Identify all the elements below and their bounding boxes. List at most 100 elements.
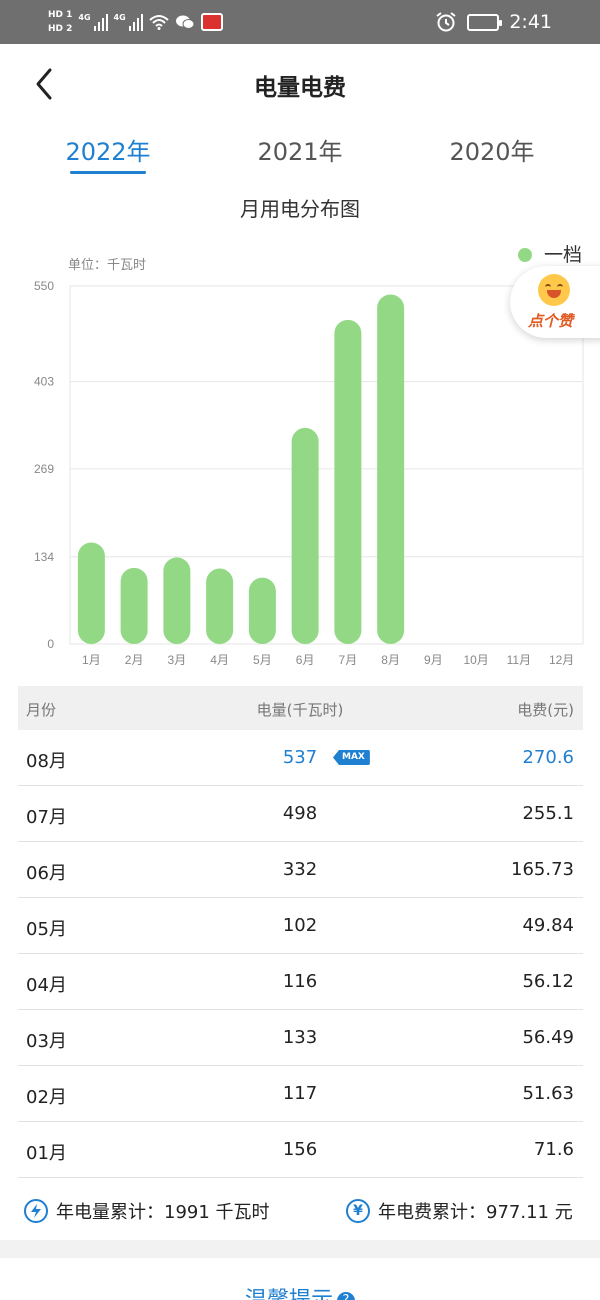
smile-icon [538, 274, 570, 306]
x-axis-ticks: 1月 2月 3月 4月 5月 6月 7月 8月 9月 10月 11月 12月 [82, 653, 574, 667]
unit-label: 单位：千瓦时 [68, 257, 146, 272]
status-left: HD 1 HD 2 4G 4G [48, 6, 223, 38]
row-kwh: 156 [282, 1139, 318, 1160]
row-fee: 56.12 [522, 971, 574, 992]
x-tick-label: 8月 [381, 653, 400, 667]
legend-label: 一档 [544, 244, 582, 266]
bar-6 [291, 427, 319, 644]
x-tick-label: 11月 [507, 653, 531, 667]
bars [77, 294, 405, 644]
table-row: 08月 537 270.6 MAX [18, 730, 583, 786]
status-bar: HD 1 HD 2 4G 4G 2:41 [0, 0, 600, 44]
row-fee: 56.49 [522, 1027, 574, 1048]
y-tick-label: 0 [47, 637, 54, 651]
chart-title: 月用电分布图 [240, 197, 360, 221]
header-kwh: 电量(千瓦时) [256, 701, 344, 719]
network-type-label: 4G [78, 13, 91, 22]
bar-8 [377, 294, 405, 644]
x-tick-label: 1月 [82, 653, 101, 667]
row-kwh: 332 [282, 859, 318, 880]
bar-3 [163, 557, 191, 644]
row-month: 06月 [26, 863, 67, 884]
tab-2020[interactable]: 2020年 [449, 138, 535, 166]
app-notification-icon [200, 13, 223, 31]
status-time: 2:41 [509, 11, 552, 33]
hd-indicator: HD 1 HD 2 [48, 8, 72, 36]
year-tabs: 2022年 2021年 2020年 [0, 124, 600, 184]
x-tick-label: 4月 [210, 653, 229, 667]
row-fee: 49.84 [522, 915, 574, 936]
like-label: 点个赞 [528, 312, 574, 330]
grid [69, 285, 584, 645]
x-tick-label: 6月 [296, 653, 315, 667]
row-fee: 165.73 [511, 859, 574, 880]
bar-4 [206, 568, 234, 644]
question-icon: ? [337, 1292, 355, 1300]
signal-icon: 4G [78, 13, 108, 31]
y-tick-label: 269 [34, 462, 54, 476]
annual-fee: ¥ 年电费累计：977.11 元 [346, 1198, 573, 1224]
active-tab-indicator [70, 171, 146, 174]
table-row: 07月 498 255.1 [18, 786, 583, 842]
hd2-label: HD 2 [48, 24, 73, 34]
network-type-label-2: 4G [113, 13, 126, 22]
row-kwh: 498 [282, 803, 318, 824]
legend-swatch [518, 248, 532, 262]
row-fee: 71.6 [533, 1139, 574, 1160]
row-month: 02月 [26, 1087, 67, 1108]
x-tick-label: 10月 [463, 653, 488, 667]
header-fee: 电费(元) [517, 701, 574, 719]
x-tick-label: 2月 [125, 653, 144, 667]
tab-2021[interactable]: 2021年 [257, 138, 343, 166]
table-row: 04月 116 56.12 [18, 954, 583, 1010]
wifi-icon [149, 15, 169, 30]
row-month: 03月 [26, 1031, 67, 1052]
wechat-icon [175, 15, 195, 29]
bar-5 [248, 577, 276, 644]
y-tick-label: 403 [34, 375, 54, 389]
annual-kwh-label: 年电量累计：1991 千瓦时 [56, 1202, 270, 1223]
lightning-icon [24, 1199, 48, 1223]
row-month: 05月 [26, 919, 67, 940]
usage-table: 月份 电量(千瓦时) 电费(元) 08月 537 270.6 MAX 07月 498 255… [18, 686, 583, 1178]
table-row: 03月 133 56.49 [18, 1010, 583, 1066]
row-month: 07月 [26, 807, 67, 828]
bar-7 [334, 319, 362, 644]
table-row: 05月 102 49.84 [18, 898, 583, 954]
row-fee: 270.6 [522, 747, 574, 768]
header-month: 月份 [26, 701, 57, 719]
like-button[interactable]: 点个赞 [510, 266, 600, 338]
annual-fee-label: 年电费累计：977.11 元 [378, 1202, 573, 1223]
back-arrow-icon[interactable] [26, 64, 62, 104]
row-fee: 51.63 [522, 1083, 574, 1104]
row-fee: 255.1 [522, 803, 574, 824]
page-header: 电量电费 [0, 44, 600, 124]
status-right: 2:41 [435, 6, 552, 38]
row-month: 08月 [26, 751, 67, 772]
monthly-usage-chart: 单位：千瓦时 一档 0 134 269 403 550 1月 2月 3月 4月 5月 6月 7月 8月… [34, 244, 584, 667]
x-tick-label: 3月 [168, 653, 187, 667]
table-row: 02月 117 51.63 [18, 1066, 583, 1122]
y-tick-label: 134 [34, 550, 54, 564]
bar-2 [120, 567, 148, 644]
row-kwh: 102 [282, 915, 318, 936]
tab-2022[interactable]: 2022年 [65, 138, 151, 166]
table-row: 01月 156 71.6 [18, 1122, 583, 1178]
annual-kwh: 年电量累计：1991 千瓦时 [24, 1198, 270, 1224]
hd1-label: HD 1 [48, 10, 73, 20]
max-badge: MAX [333, 750, 370, 765]
battery-icon [467, 13, 503, 31]
tips-link[interactable]: 温馨提示? [0, 1282, 600, 1300]
yuan-icon: ¥ [346, 1199, 370, 1223]
table-header: 月份 电量(千瓦时) 电费(元) [18, 686, 583, 730]
section-divider [0, 1240, 600, 1258]
row-kwh: 537 [282, 747, 318, 768]
table-row: 06月 332 165.73 [18, 842, 583, 898]
x-tick-label: 9月 [424, 653, 443, 667]
table-body: 08月 537 270.6 MAX 07月 498 255.1 06月 332 165.73 05月… [18, 730, 583, 1178]
bar-1 [77, 542, 105, 644]
x-tick-label: 5月 [253, 653, 272, 667]
annual-summary: 年电量累计：1991 千瓦时 ¥ 年电费累计：977.11 元 [0, 1186, 600, 1234]
row-month: 04月 [26, 975, 67, 996]
y-tick-label: 550 [34, 279, 54, 293]
